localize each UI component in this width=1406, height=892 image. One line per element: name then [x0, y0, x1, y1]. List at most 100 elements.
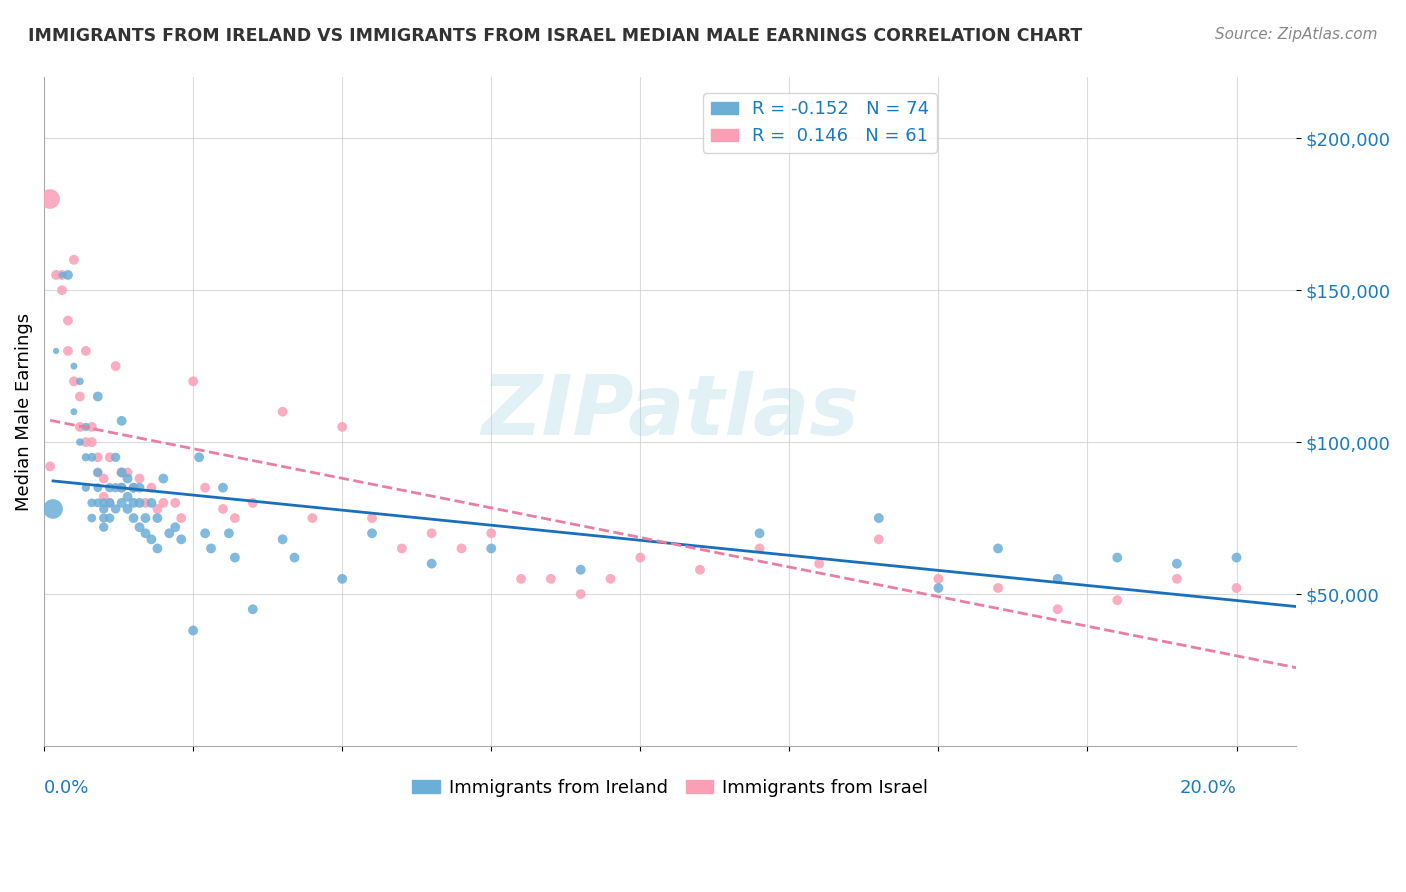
- Point: [98, 481, 121, 495]
- Point: [93, 472, 115, 486]
- Point: [188, 450, 211, 465]
- Point: [1166, 572, 1188, 586]
- Point: [117, 502, 139, 516]
- Point: [540, 572, 562, 586]
- Point: [104, 359, 127, 373]
- Point: [987, 541, 1010, 556]
- Point: [868, 511, 890, 525]
- Point: [134, 496, 156, 510]
- Point: [1166, 557, 1188, 571]
- Point: [87, 466, 110, 480]
- Point: [110, 466, 132, 480]
- Point: [748, 541, 770, 556]
- Point: [170, 533, 193, 547]
- Point: [170, 511, 193, 525]
- Point: [599, 572, 621, 586]
- Point: [39, 192, 62, 206]
- Point: [200, 541, 222, 556]
- Point: [194, 481, 217, 495]
- Point: [56, 268, 79, 282]
- Point: [75, 420, 97, 434]
- Point: [1046, 572, 1069, 586]
- Point: [87, 496, 110, 510]
- Point: [51, 283, 73, 297]
- Point: [510, 572, 533, 586]
- Y-axis label: Median Male Earnings: Median Male Earnings: [15, 313, 32, 511]
- Point: [628, 550, 651, 565]
- Text: 20.0%: 20.0%: [1180, 780, 1236, 797]
- Point: [165, 520, 187, 534]
- Point: [987, 581, 1010, 595]
- Text: 0.0%: 0.0%: [44, 780, 90, 797]
- Point: [63, 359, 86, 373]
- Point: [122, 481, 145, 495]
- Point: [330, 420, 353, 434]
- Text: Source: ZipAtlas.com: Source: ZipAtlas.com: [1215, 27, 1378, 42]
- Point: [117, 466, 139, 480]
- Point: [87, 390, 110, 404]
- Point: [361, 511, 384, 525]
- Point: [181, 624, 204, 638]
- Point: [927, 581, 949, 595]
- Point: [80, 420, 103, 434]
- Point: [93, 511, 115, 525]
- Point: [420, 557, 443, 571]
- Point: [212, 502, 235, 516]
- Point: [194, 526, 217, 541]
- Point: [75, 435, 97, 450]
- Point: [69, 435, 91, 450]
- Point: [69, 390, 91, 404]
- Point: [122, 496, 145, 510]
- Point: [80, 496, 103, 510]
- Point: [134, 526, 156, 541]
- Point: [93, 490, 115, 504]
- Point: [301, 511, 323, 525]
- Point: [361, 526, 384, 541]
- Point: [122, 481, 145, 495]
- Point: [218, 526, 240, 541]
- Point: [157, 526, 180, 541]
- Point: [128, 520, 150, 534]
- Point: [104, 502, 127, 516]
- Point: [141, 496, 163, 510]
- Point: [69, 374, 91, 388]
- Point: [1107, 550, 1129, 565]
- Point: [104, 481, 127, 495]
- Point: [689, 563, 711, 577]
- Point: [146, 502, 169, 516]
- Point: [98, 496, 121, 510]
- Point: [42, 502, 65, 516]
- Point: [93, 502, 115, 516]
- Point: [927, 572, 949, 586]
- Point: [128, 472, 150, 486]
- Point: [868, 533, 890, 547]
- Point: [117, 490, 139, 504]
- Point: [45, 268, 67, 282]
- Point: [391, 541, 413, 556]
- Point: [75, 450, 97, 465]
- Point: [80, 450, 103, 465]
- Point: [128, 496, 150, 510]
- Point: [271, 533, 294, 547]
- Point: [1225, 581, 1247, 595]
- Point: [283, 550, 305, 565]
- Point: [146, 511, 169, 525]
- Point: [569, 563, 592, 577]
- Text: IMMIGRANTS FROM IRELAND VS IMMIGRANTS FROM ISRAEL MEDIAN MALE EARNINGS CORRELATI: IMMIGRANTS FROM IRELAND VS IMMIGRANTS FR…: [28, 27, 1083, 45]
- Point: [224, 511, 246, 525]
- Point: [45, 343, 67, 358]
- Point: [51, 268, 73, 282]
- Point: [98, 496, 121, 510]
- Point: [212, 481, 235, 495]
- Point: [141, 481, 163, 495]
- Point: [87, 466, 110, 480]
- Point: [242, 602, 264, 616]
- Point: [98, 450, 121, 465]
- Point: [93, 520, 115, 534]
- Point: [242, 496, 264, 510]
- Point: [39, 459, 62, 474]
- Point: [87, 450, 110, 465]
- Point: [479, 541, 502, 556]
- Point: [1046, 602, 1069, 616]
- Point: [80, 435, 103, 450]
